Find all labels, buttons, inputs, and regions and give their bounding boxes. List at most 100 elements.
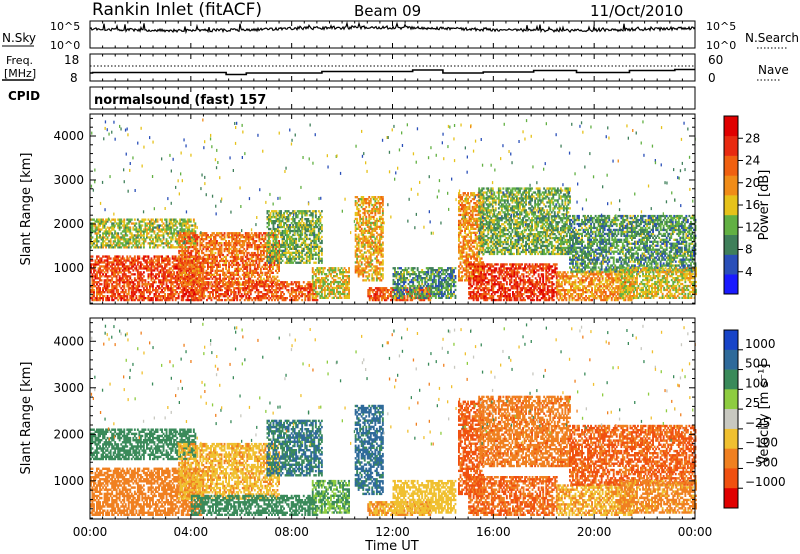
power-cell <box>274 236 276 238</box>
power-cell <box>239 276 241 278</box>
power-cell <box>294 210 296 212</box>
power-cell <box>276 210 278 212</box>
power-cell <box>221 232 223 234</box>
power-cell <box>184 238 186 240</box>
power-cell <box>319 238 321 240</box>
power-cell <box>176 246 178 248</box>
power-cell <box>242 295 244 297</box>
power-cell <box>98 240 100 242</box>
power-cell <box>254 291 256 293</box>
power-cell <box>95 224 97 226</box>
nsearch-tick-top: 10^5 <box>706 20 736 33</box>
power-cell <box>306 258 308 260</box>
power-cell <box>254 252 256 254</box>
power-cell <box>96 275 98 277</box>
power-cell <box>236 295 238 297</box>
power-cell <box>163 283 165 285</box>
power-cell <box>309 297 311 299</box>
power-cell <box>289 295 291 297</box>
power-cell <box>154 265 156 267</box>
power-cell <box>197 293 199 295</box>
power-cell <box>283 236 285 238</box>
power-cell <box>196 242 198 244</box>
power-cell <box>292 216 294 218</box>
power-cell <box>295 238 297 240</box>
power-cell <box>198 281 200 283</box>
power-cell <box>117 257 119 259</box>
power-cell <box>212 268 214 270</box>
power-cell <box>143 275 145 277</box>
power-cell <box>134 224 136 226</box>
power-cell <box>215 293 217 295</box>
power-cell <box>315 214 317 216</box>
power-cell <box>163 246 165 248</box>
power-cell <box>193 270 195 272</box>
power-cell <box>198 258 200 260</box>
power-cell <box>254 242 256 244</box>
power-cell <box>315 240 317 242</box>
power-cell <box>318 262 320 264</box>
power-cell <box>336 289 338 291</box>
power-cell <box>119 224 121 226</box>
power-cell <box>161 240 163 242</box>
power-cell <box>223 285 225 287</box>
power-cell <box>149 287 151 289</box>
power-cell <box>166 219 168 221</box>
freq-tick-bottom: 8 <box>70 71 78 85</box>
power-cell <box>208 287 210 289</box>
power-cell <box>321 262 323 264</box>
nsky-panel: N.Sky 10^5 10^0 10^5 10^0 N.Search <box>2 20 799 52</box>
power-cell <box>170 267 172 269</box>
power-cell <box>140 265 142 267</box>
power-cell <box>201 242 203 244</box>
power-cell <box>186 270 188 272</box>
power-cell <box>239 232 241 234</box>
power-cell <box>181 268 183 270</box>
power-cell <box>154 222 156 224</box>
power-cell <box>104 240 106 242</box>
power-cell <box>216 268 218 270</box>
power-cell <box>230 248 232 250</box>
power-cell <box>225 278 227 280</box>
power-cell <box>143 242 145 244</box>
power-cell <box>180 270 182 272</box>
power-cell <box>154 257 156 259</box>
power-cell <box>113 263 115 265</box>
power-cell <box>140 232 142 234</box>
power-cell <box>232 285 234 287</box>
power-cell <box>105 273 107 275</box>
power-cell <box>271 270 273 272</box>
power-cell <box>216 258 218 260</box>
power-cell <box>140 289 142 291</box>
power-cell <box>221 250 223 252</box>
power-cell <box>215 244 217 246</box>
power-cell <box>145 279 147 281</box>
power-cell <box>315 262 317 264</box>
power-cell <box>297 295 299 297</box>
power-cell <box>160 263 162 265</box>
power-cell <box>298 258 300 260</box>
power-cell <box>178 263 180 265</box>
power-cell <box>123 222 125 224</box>
power-cell <box>251 232 253 234</box>
power-cell <box>270 281 272 283</box>
power-cell <box>263 240 265 242</box>
power-cell <box>211 281 213 283</box>
power-cell <box>224 280 226 282</box>
power-cell <box>263 278 265 280</box>
power-cell <box>295 291 297 293</box>
power-cell <box>132 226 134 228</box>
power-cell <box>285 228 287 230</box>
power-cell <box>102 242 104 244</box>
power-cell <box>286 248 288 250</box>
power-cell <box>119 293 121 295</box>
power-cell <box>278 280 280 282</box>
power-cell <box>244 283 246 285</box>
power-cell <box>277 276 279 278</box>
cpid-text: normalsound (fast) 157 <box>94 93 266 108</box>
power-cell <box>275 270 277 272</box>
power-cell <box>246 262 248 264</box>
power-cell <box>280 210 282 212</box>
power-cell <box>306 214 308 216</box>
power-cell <box>125 273 127 275</box>
